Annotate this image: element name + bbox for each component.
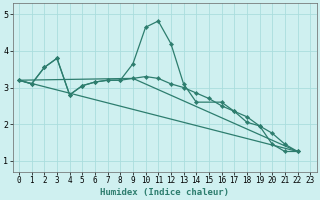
X-axis label: Humidex (Indice chaleur): Humidex (Indice chaleur) xyxy=(100,188,229,197)
